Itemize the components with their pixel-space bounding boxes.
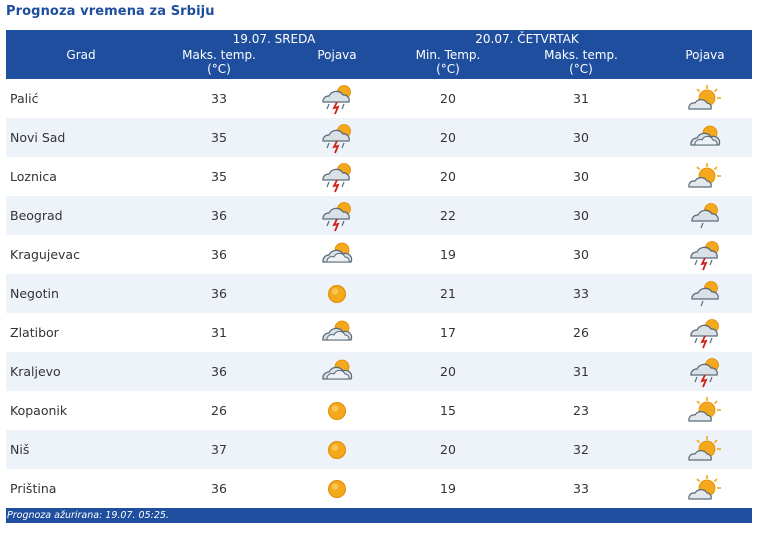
page-title: Prognoza vremena za Srbiju — [6, 4, 215, 19]
sun-cloud-icon — [658, 391, 752, 430]
sun-cloud-icon — [658, 79, 752, 118]
partly-cloudy-icon — [658, 118, 752, 157]
header-day2-max-label: Maks. temp. — [544, 48, 618, 62]
day2-max-temp: 33 — [573, 286, 589, 301]
day1-max-temp: 35 — [211, 130, 227, 145]
day1-max-temp: 36 — [211, 247, 227, 262]
storm-cloud-icon — [658, 313, 752, 352]
storm-cloud-icon — [282, 157, 392, 196]
table-footer: Prognoza ažurirana: 19.07. 05:25. — [6, 508, 752, 523]
header-day1-icon: Pojava — [317, 48, 357, 62]
day2-max-temp: 31 — [573, 364, 589, 379]
table-row: Kraljevo 36 20 31 — [6, 352, 752, 391]
day2-min-temp: 20 — [440, 169, 456, 184]
header-day2-max: Maks. temp. (°C) — [504, 48, 658, 76]
day1-max-temp: 35 — [211, 169, 227, 184]
storm-cloud-icon — [282, 118, 392, 157]
header-day2-min-unit: (°C) — [436, 62, 460, 76]
city-name: Negotin — [10, 286, 59, 301]
table-header: Grad 19.07. SREDA Maks. temp. (°C) Pojav… — [6, 30, 752, 79]
day2-min-temp: 21 — [440, 286, 456, 301]
table-row: Novi Sad 35 20 30 — [6, 118, 752, 157]
day2-min-temp: 19 — [440, 481, 456, 496]
storm-cloud-icon — [282, 79, 392, 118]
day2-max-temp: 30 — [573, 208, 589, 223]
day2-max-temp: 33 — [573, 481, 589, 496]
table-row: Niš 37 20 32 — [6, 430, 752, 469]
day1-max-temp: 36 — [211, 208, 227, 223]
city-name: Novi Sad — [10, 130, 66, 145]
day2-min-temp: 17 — [440, 325, 456, 340]
city-name: Beograd — [10, 208, 63, 223]
day2-min-temp: 22 — [440, 208, 456, 223]
day2-max-temp: 30 — [573, 130, 589, 145]
day2-min-temp: 20 — [440, 364, 456, 379]
city-name: Zlatibor — [10, 325, 59, 340]
light-shower-icon — [658, 196, 752, 235]
header-day2-max-unit: (°C) — [569, 62, 593, 76]
city-name: Kragujevac — [10, 247, 80, 262]
day2-max-temp: 30 — [573, 169, 589, 184]
table-row: Priština 36 19 33 — [6, 469, 752, 508]
partly-cloudy-icon — [282, 235, 392, 274]
day2-min-temp: 20 — [440, 130, 456, 145]
day1-max-temp: 31 — [211, 325, 227, 340]
day1-max-temp: 36 — [211, 481, 227, 496]
day2-max-temp: 30 — [573, 247, 589, 262]
sun-icon — [282, 469, 392, 508]
city-name: Kopaonik — [10, 403, 68, 418]
table-row: Kopaonik 26 15 23 — [6, 391, 752, 430]
header-day2-min: Min. Temp. (°C) — [392, 48, 504, 76]
day1-max-temp: 26 — [211, 403, 227, 418]
table-row: Zlatibor 31 17 26 — [6, 313, 752, 352]
header-city: Grad — [66, 48, 96, 62]
sun-cloud-icon — [658, 469, 752, 508]
day2-max-temp: 26 — [573, 325, 589, 340]
table-row: Negotin 36 21 33 — [6, 274, 752, 313]
updated-text: Prognoza ažurirana: 19.07. 05:25. — [7, 510, 169, 521]
storm-cloud-icon — [282, 196, 392, 235]
day2-max-temp: 31 — [573, 91, 589, 106]
header-day1-date: 19.07. SREDA — [232, 32, 316, 46]
sun-cloud-icon — [658, 157, 752, 196]
day1-max-temp: 33 — [211, 91, 227, 106]
table-row: Beograd 36 22 30 — [6, 196, 752, 235]
sun-icon — [282, 391, 392, 430]
header-day1-max-unit: (°C) — [207, 62, 231, 76]
day2-min-temp: 15 — [440, 403, 456, 418]
storm-cloud-icon — [658, 352, 752, 391]
header-day1-max: Maks. temp. (°C) — [156, 48, 282, 76]
sun-cloud-icon — [658, 430, 752, 469]
city-name: Palić — [10, 91, 39, 106]
day1-max-temp: 37 — [211, 442, 227, 457]
city-name: Niš — [10, 442, 30, 457]
day1-max-temp: 36 — [211, 286, 227, 301]
day2-min-temp: 20 — [440, 91, 456, 106]
table-body: Palić 33 20 31 Novi Sad 35 20 30 Loznica… — [6, 79, 752, 508]
sun-icon — [282, 274, 392, 313]
day1-max-temp: 36 — [211, 364, 227, 379]
city-name: Kraljevo — [10, 364, 61, 379]
partly-cloudy-icon — [282, 352, 392, 391]
city-name: Priština — [10, 481, 57, 496]
day2-max-temp: 23 — [573, 403, 589, 418]
header-day1-max-label: Maks. temp. — [182, 48, 256, 62]
partly-cloudy-icon — [282, 313, 392, 352]
table-row: Kragujevac 36 19 30 — [6, 235, 752, 274]
city-name: Loznica — [10, 169, 57, 184]
light-shower-icon — [658, 274, 752, 313]
header-day2-icon: Pojava — [685, 48, 725, 62]
day2-max-temp: 32 — [573, 442, 589, 457]
table-row: Palić 33 20 31 — [6, 79, 752, 118]
forecast-table: Grad 19.07. SREDA Maks. temp. (°C) Pojav… — [6, 30, 752, 523]
day2-min-temp: 19 — [440, 247, 456, 262]
header-day2-min-label: Min. Temp. — [415, 48, 481, 62]
storm-cloud-icon — [658, 235, 752, 274]
sun-icon — [282, 430, 392, 469]
day2-min-temp: 20 — [440, 442, 456, 457]
table-row: Loznica 35 20 30 — [6, 157, 752, 196]
header-day2-date: 20.07. ČETVRTAK — [475, 32, 579, 46]
